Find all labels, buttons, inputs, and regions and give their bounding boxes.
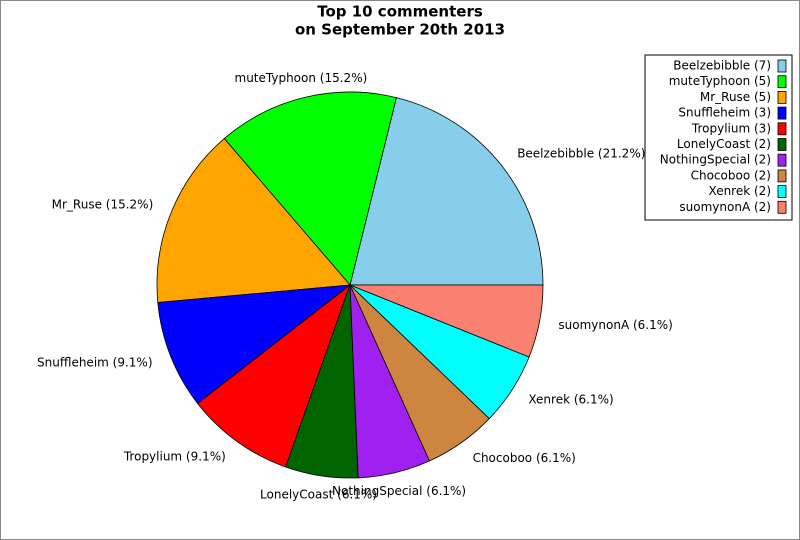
- legend-box: [644, 54, 793, 221]
- slice-label: Beelzebibble (21.2%): [517, 147, 645, 161]
- slice-label: Tropylium (9.1%): [123, 450, 226, 464]
- slice-label: suomynonA (6.1%): [558, 318, 672, 332]
- legend-swatch: [777, 169, 787, 183]
- pie-slice: [156, 138, 351, 303]
- legend-label: NothingSpecial (2): [660, 153, 771, 167]
- legend-label: Beelzebibble (7): [673, 59, 771, 73]
- legend-label: suomynonA (2): [679, 200, 771, 214]
- pie-slice: [349, 97, 544, 286]
- legend-swatch: [777, 122, 787, 136]
- legend-swatch: [777, 91, 787, 104]
- legend-swatch: [777, 106, 787, 120]
- pie-slice: [197, 283, 351, 468]
- legend-label: Xenrek (2): [709, 184, 771, 198]
- legend-swatch: [777, 200, 787, 214]
- legend-label: Mr_Ruse (5): [700, 90, 771, 104]
- slice-label: LonelyCoast (6.1%): [260, 487, 377, 501]
- legend-swatch: [777, 59, 787, 73]
- legend-swatch: [777, 153, 787, 167]
- chart-title: Top 10 commenters: [317, 3, 483, 21]
- legend-label: Tropylium (3): [691, 121, 771, 135]
- slice-label: Chocoboo (6.1%): [473, 451, 576, 465]
- legend-label: Chocoboo (2): [691, 168, 771, 182]
- slice-label: NothingSpecial (6.1%): [332, 484, 466, 498]
- legend-label: LonelyCoast (2): [677, 137, 771, 151]
- legend-swatch: [777, 138, 787, 151]
- legend-swatch: [777, 185, 787, 199]
- pie-slice: [157, 284, 352, 405]
- legend-swatch: [777, 75, 787, 89]
- slice-label: Mr_Ruse (15.2%): [52, 198, 154, 212]
- slice-label: Snuffleheim (9.1%): [37, 355, 153, 369]
- pie-slice: [223, 91, 397, 286]
- legend-label: Snuffleheim (3): [678, 106, 771, 120]
- slice-label: muteTyphoon (15.2%): [235, 71, 368, 85]
- legend-label: muteTyphoon (5): [669, 74, 771, 88]
- pie-slice: [349, 284, 544, 358]
- slice-label: Xenrek (6.1%): [528, 393, 613, 407]
- chart-title: on September 20th 2013: [295, 21, 505, 39]
